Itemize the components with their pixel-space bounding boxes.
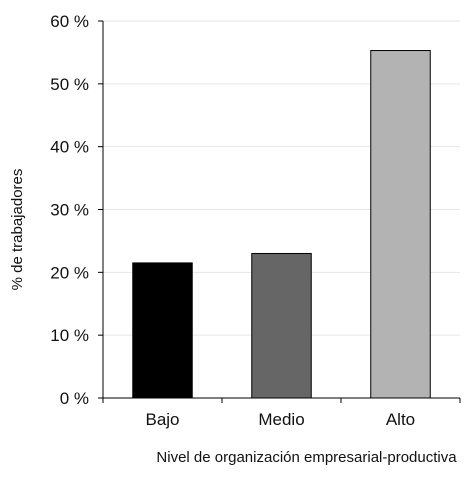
y-tick-label-50: 50 % bbox=[50, 75, 89, 94]
axes bbox=[98, 20, 461, 403]
y-tick-labels: 0 % 10 % 20 % 30 % 40 % 50 % 60 % bbox=[50, 12, 89, 408]
bar-bajo bbox=[132, 262, 193, 399]
x-category-label-medio: Medio bbox=[258, 410, 304, 429]
y-tick-label-30: 30 % bbox=[50, 201, 89, 220]
y-tick-label-60: 60 % bbox=[50, 12, 89, 31]
x-category-labels: Bajo Medio Alto bbox=[145, 410, 415, 429]
y-tick-label-0: 0 % bbox=[60, 389, 89, 408]
x-category-label-alto: Alto bbox=[386, 410, 415, 429]
y-tick-label-20: 20 % bbox=[50, 263, 89, 282]
x-axis-title: Nivel de organización empresarial-produc… bbox=[156, 449, 457, 466]
bars bbox=[132, 50, 431, 399]
y-axis-title: % de trabajadores bbox=[9, 169, 26, 291]
y-tick-label-10: 10 % bbox=[50, 326, 89, 345]
y-tick-label-40: 40 % bbox=[50, 138, 89, 157]
bar-medio bbox=[251, 252, 312, 399]
bar-alto bbox=[370, 50, 431, 399]
x-category-label-bajo: Bajo bbox=[145, 410, 179, 429]
